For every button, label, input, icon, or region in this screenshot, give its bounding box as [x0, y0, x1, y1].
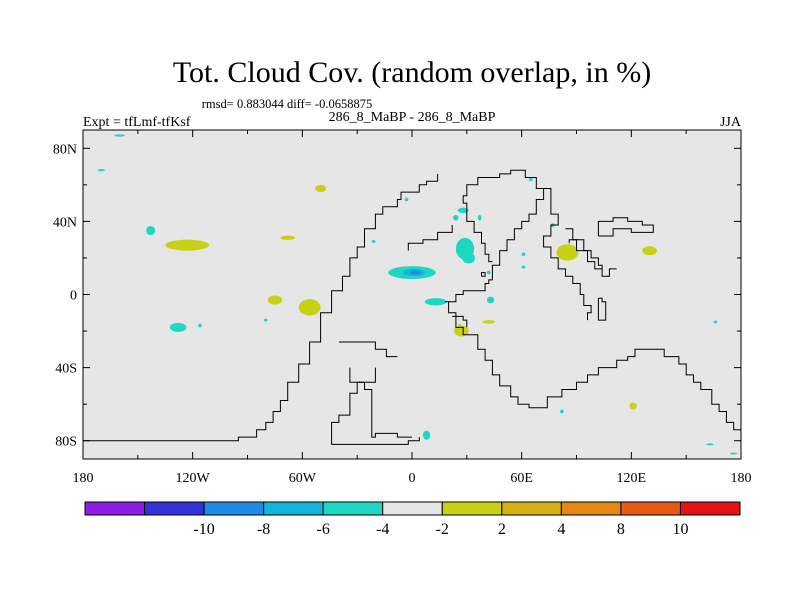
colorbar-swatch-1: [144, 501, 205, 516]
x-axis: 180 120W 60W 0 60E 120E 180: [73, 130, 752, 486]
anomaly-patch-6: [371, 240, 376, 243]
anomaly-patch-9: [298, 299, 321, 316]
colorbar-swatch-8: [560, 501, 622, 516]
anomaly-patch-7: [404, 197, 409, 202]
y-tick-label-2: 0: [70, 289, 77, 304]
colorbar-label-0: -10: [193, 521, 214, 538]
coastline-3: [331, 367, 420, 445]
coastline-9: [597, 217, 654, 237]
anomaly-layer: [97, 134, 738, 455]
colorbar-swatch-2: [203, 501, 265, 516]
y-tick-label-3: 40S: [55, 362, 77, 377]
anomaly-patch-15: [410, 270, 422, 275]
coastline-4: [444, 301, 741, 431]
anomaly-patch-22: [486, 296, 495, 304]
colorbar-label-7: 8: [617, 521, 625, 538]
coastline-6: [543, 188, 592, 321]
anomaly-patch-4: [280, 235, 296, 241]
x-tick-label-1: 120W: [176, 471, 211, 486]
colorbar-label-5: 2: [498, 521, 506, 538]
anomaly-patch-24: [482, 320, 496, 324]
coastline-1: [338, 341, 398, 358]
anomaly-patch-2: [146, 225, 156, 236]
x-tick-label-2: 60W: [289, 471, 317, 486]
anomaly-patch-10: [169, 322, 187, 332]
anomaly-patch-26: [454, 325, 469, 337]
anomaly-patch-23: [486, 270, 491, 275]
anomaly-patch-5: [315, 184, 327, 193]
coastline-layer: [83, 169, 741, 445]
colorbar-label-3: -4: [376, 521, 389, 538]
colorbar-swatch-10: [679, 501, 741, 516]
anomaly-patch-29: [521, 265, 526, 269]
anomaly-patch-17: [462, 252, 476, 264]
anomaly-patch-21: [424, 298, 447, 306]
anomaly-patch-37: [730, 452, 738, 455]
x-tick-label-4: 60E: [510, 471, 533, 486]
coastline-8: [565, 228, 603, 269]
experiment-label: Expt = tfLmf-tfKsf: [83, 115, 191, 130]
coastline-11: [407, 225, 453, 251]
anomaly-patch-19: [453, 214, 459, 221]
anomaly-patch-0: [114, 134, 126, 137]
coastline-13: [452, 315, 468, 328]
anomaly-patch-31: [556, 244, 579, 261]
colorbar-swatch-4: [322, 501, 384, 516]
colorbar-label-1: -8: [257, 521, 270, 538]
x-tick-label-0: 180: [73, 471, 94, 486]
anomaly-patch-11: [198, 323, 202, 328]
anomaly-patch-18: [457, 207, 469, 214]
anomaly-patch-33: [560, 409, 564, 414]
anomaly-patch-12: [263, 318, 268, 322]
x-tick-label-6: 180: [731, 471, 752, 486]
anomaly-patch-8: [267, 295, 283, 305]
colorbar-swatch-3: [263, 501, 324, 516]
colorbar-swatch-6: [441, 501, 503, 516]
x-tick-label-5: 120E: [617, 471, 647, 486]
anomaly-patch-35: [713, 320, 718, 324]
x-tick-label-3: 0: [409, 471, 416, 486]
coastline-0: [83, 173, 439, 442]
case-label: 286_8_MaBP - 286_8_MaBP: [329, 110, 496, 125]
anomaly-patch-38: [422, 430, 431, 440]
anomaly-patch-20: [477, 214, 482, 221]
colorbar-label-6: 4: [557, 521, 565, 538]
colorbar-label-2: -6: [317, 521, 330, 538]
anomaly-patch-3: [165, 239, 210, 251]
season-label: JJA: [720, 115, 742, 130]
colorbar-swatch-5: [382, 501, 443, 516]
colorbar-label-8: 10: [672, 521, 688, 538]
plot-area: [83, 130, 741, 459]
anomaly-patch-32: [642, 246, 657, 256]
chart-title: Tot. Cloud Cov. (random overlap, in %): [173, 56, 651, 89]
anomaly-patch-1: [97, 169, 105, 172]
y-axis: 80N 40N 0 40S 80S: [53, 142, 741, 450]
coastline-5: [448, 169, 545, 303]
colorbar-swatch-9: [620, 501, 681, 516]
colorbar-label-4: -2: [436, 521, 449, 538]
y-tick-label-1: 40N: [53, 215, 77, 230]
anomaly-patch-36: [706, 443, 714, 446]
anomaly-patch-27: [528, 177, 533, 182]
colorbar: -10 -8 -6 -4 -2 2 4 8 10: [84, 501, 741, 538]
y-tick-label-0: 80N: [53, 142, 77, 157]
colorbar-swatch-0: [84, 501, 146, 516]
coastline-12: [481, 272, 486, 277]
colorbar-swatch-7: [501, 501, 562, 516]
anomaly-patch-34: [629, 402, 637, 410]
stats-line: rmsd= 0.883044 diff= -0.0658875: [202, 97, 372, 111]
anomaly-patch-28: [521, 252, 526, 257]
coastline-10: [597, 297, 607, 321]
y-tick-label-4: 80S: [55, 435, 77, 450]
